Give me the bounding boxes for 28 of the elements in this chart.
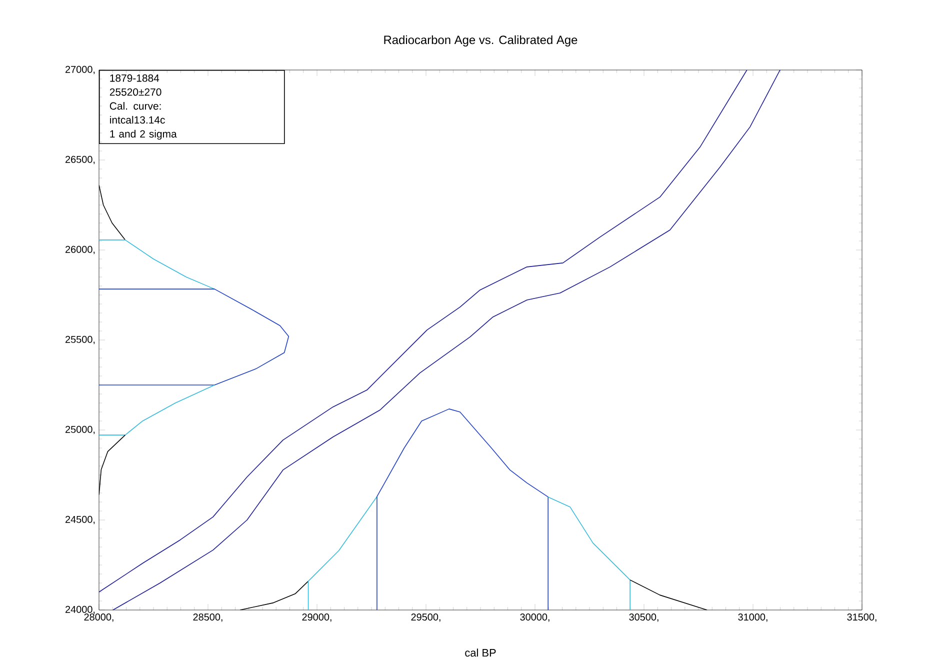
x-tick-label: 29500, <box>411 614 440 622</box>
x-axis-title: cal BP <box>465 648 496 657</box>
line-series <box>99 384 215 436</box>
annotation: intcal13.14c <box>110 116 165 124</box>
x-tick-label: 28000, <box>84 614 114 622</box>
line-series <box>99 288 290 386</box>
y-tick-label: 26000, <box>66 246 95 254</box>
y-tick-label: 27000, <box>66 66 95 74</box>
line-series <box>376 408 548 610</box>
y-tick-label: 26500, <box>66 156 95 164</box>
y-tick-label: 25000, <box>66 426 95 434</box>
x-tick-label: 31500, <box>847 614 876 622</box>
line-series <box>99 240 215 290</box>
x-tick-label: 30000, <box>520 614 550 622</box>
annotation: 25520±270 <box>110 88 162 96</box>
x-tick-label: 29000, <box>302 614 332 622</box>
y-tick-label: 24000, <box>66 606 95 614</box>
annotation: 1879-1884 <box>110 74 160 82</box>
line-series <box>308 496 378 610</box>
annotation: Cal. curve: <box>110 102 161 110</box>
y-tick-label: 25500, <box>66 336 95 344</box>
y-tick-label: 24500, <box>66 516 95 524</box>
x-tick-label: 28500, <box>193 614 222 622</box>
x-tick-label: 31000, <box>738 614 768 622</box>
annotation: 1 and 2 sigma <box>110 130 177 140</box>
x-tick-label: 30500, <box>629 614 658 622</box>
chart-title: Radiocarbon Age vs. Calibrated Age <box>384 35 578 46</box>
line-series <box>548 496 630 610</box>
